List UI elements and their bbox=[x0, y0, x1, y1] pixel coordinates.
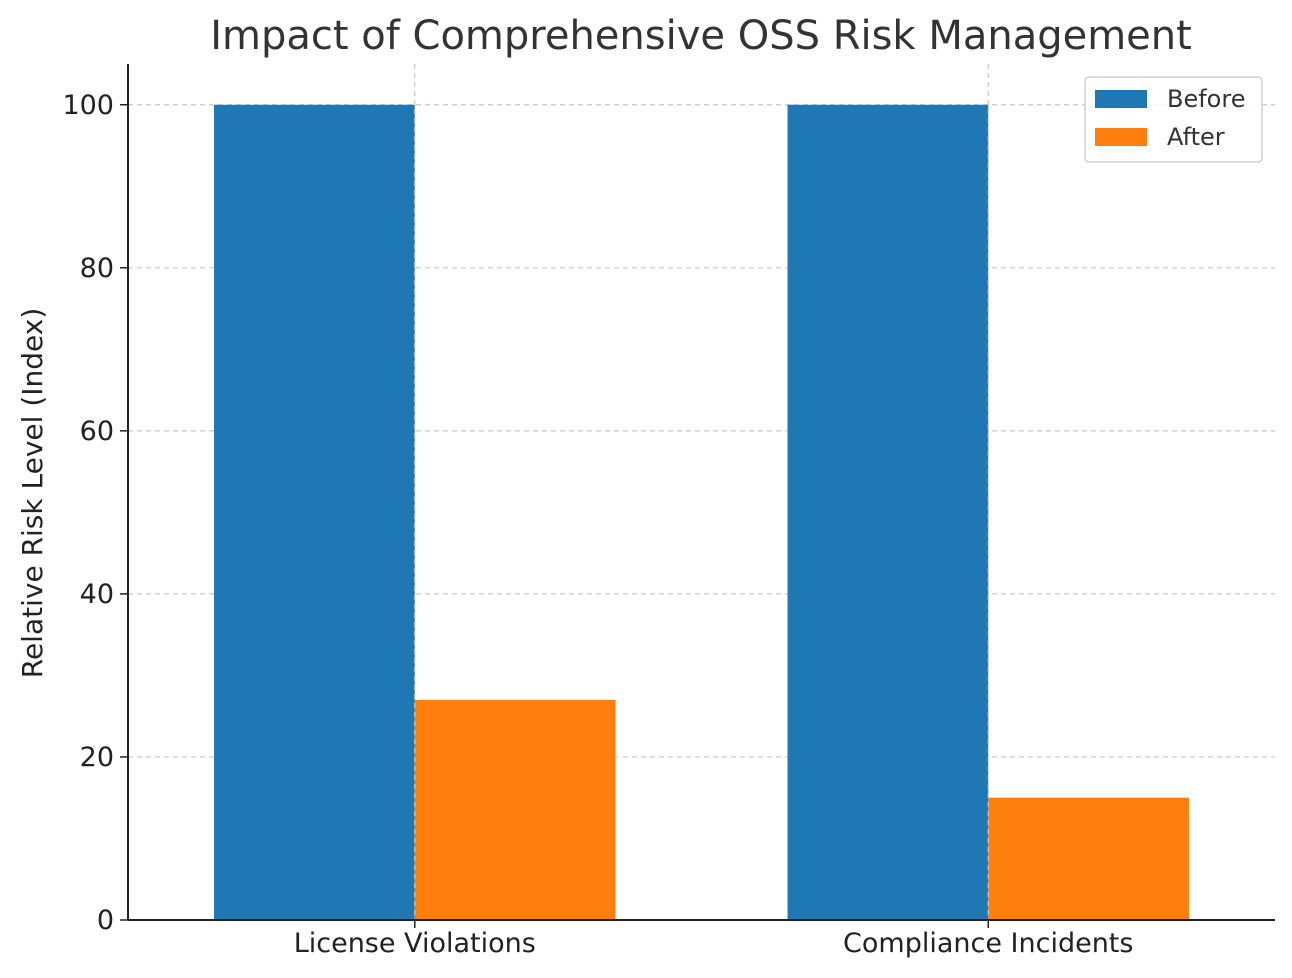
legend-label-after: After bbox=[1167, 123, 1225, 151]
chart-title: Impact of Comprehensive OSS Risk Managem… bbox=[210, 13, 1192, 59]
legend: Before After bbox=[1084, 76, 1263, 163]
y-tick-label: 60 bbox=[80, 416, 114, 447]
y-tick-label: 100 bbox=[62, 90, 114, 121]
tick-labels: 0 20 40 60 80 100 License Violations Compliance… bbox=[62, 90, 1133, 959]
legend-swatch-before bbox=[1095, 90, 1147, 108]
bar-before-0 bbox=[214, 104, 415, 920]
x-tick-label: License Violations bbox=[294, 928, 536, 959]
legend-label-before: Before bbox=[1167, 85, 1245, 113]
y-tick-label: 0 bbox=[97, 905, 114, 936]
bar-after-1 bbox=[988, 797, 1189, 920]
bars bbox=[214, 64, 1189, 920]
y-axis-label: Relative Risk Level (Index) bbox=[16, 308, 49, 679]
y-tick-label: 80 bbox=[80, 253, 114, 284]
y-tick-label: 40 bbox=[80, 579, 114, 610]
bar-after-0 bbox=[414, 699, 616, 920]
axes bbox=[127, 64, 1275, 921]
legend-swatch-after bbox=[1095, 128, 1147, 146]
y-tick-label: 20 bbox=[80, 742, 114, 773]
x-tick-label: Compliance Incidents bbox=[843, 928, 1133, 959]
bar-before-1 bbox=[787, 104, 989, 920]
